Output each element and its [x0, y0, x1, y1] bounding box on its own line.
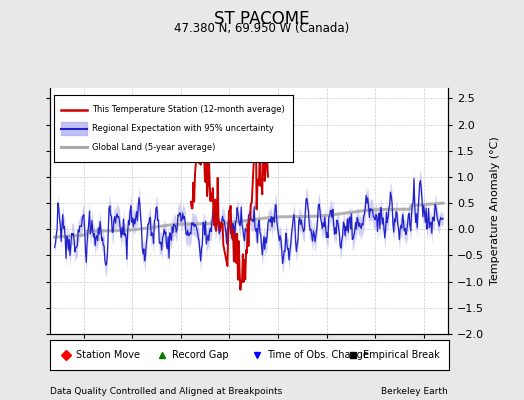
Text: Station Move: Station Move — [76, 350, 140, 360]
Y-axis label: Temperature Anomaly (°C): Temperature Anomaly (°C) — [490, 137, 500, 285]
Text: Time of Obs. Change: Time of Obs. Change — [267, 350, 369, 360]
Text: Record Gap: Record Gap — [171, 350, 228, 360]
Text: Empirical Break: Empirical Break — [363, 350, 440, 360]
Text: 47.380 N, 69.950 W (Canada): 47.380 N, 69.950 W (Canada) — [174, 22, 350, 35]
Text: Data Quality Controlled and Aligned at Breakpoints: Data Quality Controlled and Aligned at B… — [50, 387, 282, 396]
Text: ST PACOME: ST PACOME — [214, 10, 310, 28]
Text: Berkeley Earth: Berkeley Earth — [381, 387, 448, 396]
